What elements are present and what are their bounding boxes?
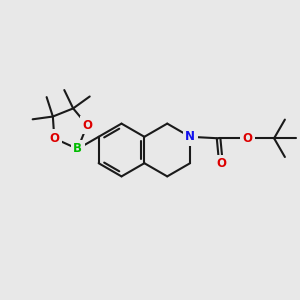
Text: N: N [185, 130, 195, 143]
Text: O: O [82, 119, 92, 132]
Text: O: O [216, 157, 226, 170]
Text: B: B [73, 142, 82, 155]
Text: O: O [49, 132, 59, 145]
Text: O: O [242, 132, 252, 145]
